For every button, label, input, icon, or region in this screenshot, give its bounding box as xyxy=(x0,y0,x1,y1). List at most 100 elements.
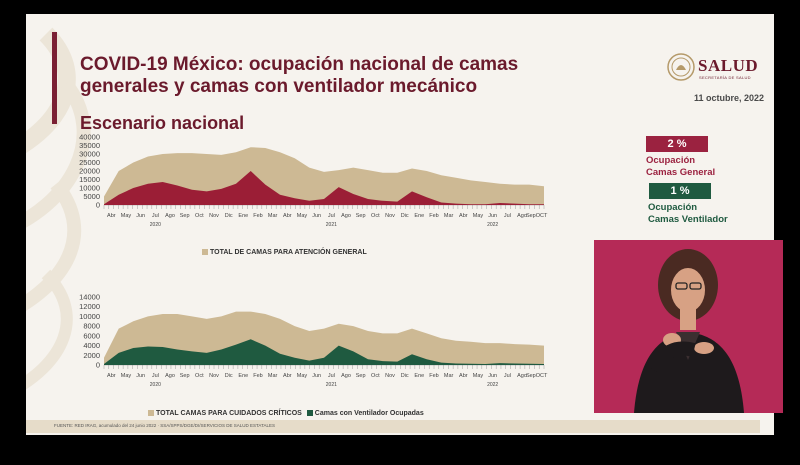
chart2-year-label: 2022 xyxy=(487,382,498,388)
chart2-ytick-label: 12000 xyxy=(79,302,100,311)
chart1-xtick-label: May xyxy=(473,213,484,219)
chart2-xtick-label: Ene xyxy=(414,373,424,379)
chart1-xtick-label: Feb xyxy=(429,213,438,219)
chart1-xtick-label: Jun xyxy=(488,213,497,219)
chart2-xtick-label: Ago xyxy=(341,373,351,379)
chart2-ytick-label: 8000 xyxy=(83,322,100,331)
chart2-xtick-label: Dic xyxy=(225,373,233,379)
chart1-xtick-label: Ago xyxy=(517,213,527,219)
chart1-year-label: 2022 xyxy=(487,222,498,228)
chart2-ytick-label: 10000 xyxy=(79,312,100,321)
chart1-xtick-label: Nov xyxy=(209,213,219,219)
chart1-xtick-label: Jun xyxy=(312,213,321,219)
chart1-ytick-label: 25000 xyxy=(79,158,100,167)
chart2-xtick-label: Jun xyxy=(312,373,321,379)
chart1-xtick-label: Jul xyxy=(328,213,335,219)
chart1-xtick-label: Jul xyxy=(504,213,511,219)
chart2-ytick-label: 14000 xyxy=(79,293,100,302)
chart1-xtick-label: Ago xyxy=(341,213,351,219)
presentation-slide: COVID-19 México: ocupación nacional de c… xyxy=(26,14,774,435)
chart2-xtick-label: Ene xyxy=(238,373,248,379)
source-footer: FUENTE: RED IRAG, acumulado del 24 junio… xyxy=(26,420,760,433)
chart1-ytick-label: 5000 xyxy=(83,192,100,201)
chart1-ytick-label: 15000 xyxy=(79,175,100,184)
interpreter-figure-icon xyxy=(634,249,744,413)
chart2-xtick-label: Dic xyxy=(401,373,409,379)
chart1-xtick-label: SepOCT xyxy=(526,213,548,219)
chart2-xtick-label: May xyxy=(473,373,484,379)
chart2-xtick-label: May xyxy=(297,373,308,379)
chart1-xtick-label: May xyxy=(297,213,308,219)
title-accent-bar xyxy=(52,32,57,124)
chart2-xtick-label: Nov xyxy=(385,373,395,379)
chart1-xtick-label: Oct xyxy=(371,213,380,219)
general-occupancy-label: Ocupación Camas General xyxy=(646,155,715,179)
chart1-legend: TOTAL DE CAMAS PARA ATENCIÓN GENERAL xyxy=(202,249,367,256)
chart1-xtick-label: May xyxy=(121,213,132,219)
chart2-xtick-label: Feb xyxy=(253,373,262,379)
chart1-xtick-label: Mar xyxy=(444,213,454,219)
chart1-ytick-label: 10000 xyxy=(79,184,100,193)
chart1-series-1-area xyxy=(104,171,544,205)
chart2-xtick-label: Jul xyxy=(328,373,335,379)
chart2-ytick-label: 0 xyxy=(96,361,100,370)
chart2-xtick-label: Ago xyxy=(517,373,527,379)
chart1-xtick-label: Sep xyxy=(356,213,366,219)
government-seal-icon xyxy=(667,53,695,81)
chart1-xtick-label: Jun xyxy=(136,213,145,219)
chart1-xtick-label: Jul xyxy=(152,213,159,219)
chart1-year-label: 2020 xyxy=(150,222,161,228)
chart2-xtick-label: Abr xyxy=(283,373,292,379)
chart2-ytick-label: 4000 xyxy=(83,341,100,350)
chart2-legend: TOTAL CAMAS PARA CUIDADOS CRÍTICOS Camas… xyxy=(148,410,424,417)
general-occupancy-label-line2: Camas General xyxy=(646,167,716,178)
ventilator-occupancy-label-line2: Camas Ventilador xyxy=(648,214,728,225)
chart2-ytick-label: 6000 xyxy=(83,331,100,340)
chart2-xtick-label: Oct xyxy=(371,373,380,379)
slide-subtitle: Escenario nacional xyxy=(80,113,245,133)
chart1-ytick-label: 40000 xyxy=(79,133,100,142)
chart1-xtick-label: Abr xyxy=(107,213,116,219)
general-beds-chart: 0500010000150002000025000300003500040000… xyxy=(79,133,548,229)
chart1-xtick-label: Feb xyxy=(253,213,262,219)
report-date: 11 octubre, 2022 xyxy=(694,93,765,103)
legend-label-total-general: TOTAL DE CAMAS PARA ATENCIÓN GENERAL xyxy=(210,249,367,256)
chart1-xtick-label: Ago xyxy=(165,213,175,219)
chart1-ytick-label: 0 xyxy=(96,201,100,210)
chart2-xtick-label: Jul xyxy=(504,373,511,379)
slide-title: COVID-19 México: ocupación nacional de c… xyxy=(80,54,519,97)
chart2-xtick-label: Jun xyxy=(136,373,145,379)
chart1-xtick-label: Nov xyxy=(385,213,395,219)
chart2-xtick-label: Abr xyxy=(107,373,116,379)
chart2-ytick-label: 2000 xyxy=(83,351,100,360)
health-logo-subtext: SECRETARÍA DE SALUD xyxy=(699,75,751,80)
chart1-ytick-label: 20000 xyxy=(79,167,100,176)
legend-swatch-ventilator-occupied xyxy=(306,410,313,417)
chart2-xtick-label: Oct xyxy=(195,373,204,379)
source-footer-text: FUENTE: RED IRAG, acumulado del 24 junio… xyxy=(54,423,275,428)
general-occupancy-badge: 2 % xyxy=(646,136,708,152)
chart2-xtick-label: Jun xyxy=(488,373,497,379)
chart2-xtick-label: Ago xyxy=(165,373,175,379)
chart1-ytick-label: 35000 xyxy=(79,141,100,150)
background-pattern xyxy=(26,27,91,390)
chart2-xtick-label: Sep xyxy=(356,373,366,379)
chart1-xtick-label: Ene xyxy=(414,213,424,219)
chart1-ytick-label: 30000 xyxy=(79,150,100,159)
chart2-xtick-label: Mar xyxy=(268,373,278,379)
legend-label-ventilator-occupied: Camas con Ventilador Ocupadas xyxy=(314,410,424,417)
legend-swatch-total-general xyxy=(202,249,208,256)
ventilator-occupancy-label-line1: Ocupación xyxy=(648,202,698,213)
chart1-xtick-label: Mar xyxy=(268,213,278,219)
general-occupancy-label-line1: Ocupación xyxy=(646,155,696,166)
chart2-year-label: 2021 xyxy=(326,382,337,388)
health-logo-text: SALUD xyxy=(698,56,759,75)
chart1-xtick-label: Abr xyxy=(459,213,468,219)
chart2-xtick-label: Abr xyxy=(459,373,468,379)
chart1-xtick-label: Sep xyxy=(180,213,190,219)
chart2-series-1-area xyxy=(104,339,544,365)
chart2-year-label: 2020 xyxy=(150,382,161,388)
chart1-xtick-label: Dic xyxy=(401,213,409,219)
ventilator-occupancy-badge: 1 % xyxy=(649,183,711,199)
chart1-year-label: 2021 xyxy=(326,222,337,228)
